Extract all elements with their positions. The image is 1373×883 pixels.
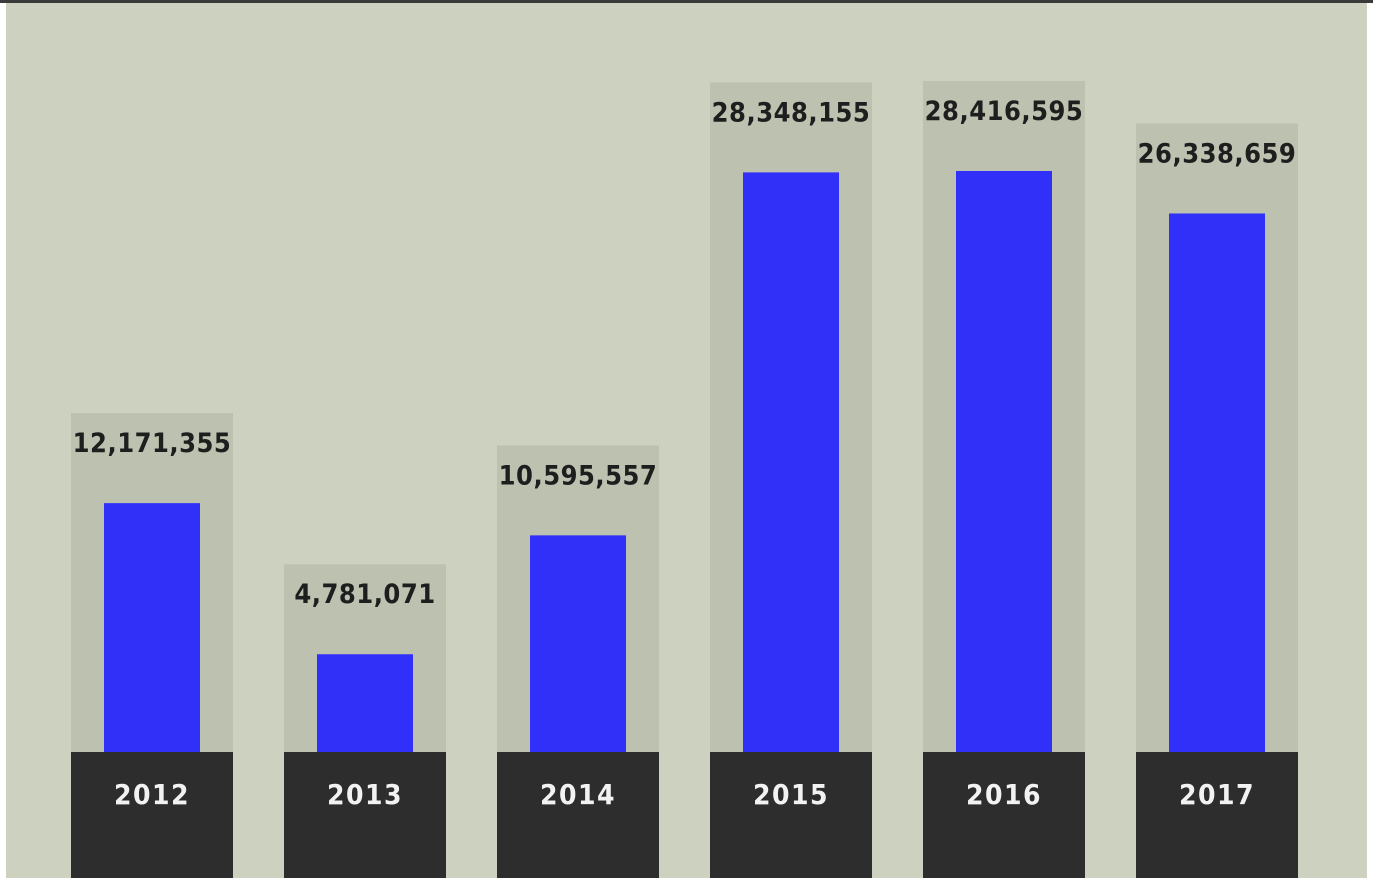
data-label: 4,781,071	[294, 579, 435, 610]
chart-top-border	[0, 0, 1373, 3]
x-tick-label: 2015	[753, 778, 829, 811]
bar	[1169, 213, 1265, 753]
year-block	[497, 752, 659, 878]
bar	[743, 172, 839, 753]
x-tick-label: 2014	[540, 778, 616, 811]
frame-right-edge	[1367, 0, 1373, 878]
frame-left-edge	[0, 0, 6, 878]
data-label: 12,171,355	[73, 428, 232, 459]
year-block	[71, 752, 233, 878]
x-tick-label: 2012	[114, 778, 190, 811]
data-label: 10,595,557	[499, 460, 658, 491]
bar	[530, 535, 626, 752]
x-tick-label: 2017	[1179, 778, 1255, 811]
bar	[317, 654, 413, 752]
year-block	[284, 752, 446, 878]
x-tick-label: 2013	[327, 778, 403, 811]
x-tick-label: 2016	[966, 778, 1042, 811]
bar	[956, 171, 1052, 752]
year-block	[1136, 752, 1298, 878]
year-block	[710, 752, 872, 878]
year-block	[923, 752, 1085, 878]
data-label: 26,338,659	[1138, 138, 1297, 169]
data-label: 28,416,595	[925, 96, 1084, 127]
data-label: 28,348,155	[712, 97, 871, 128]
bars-layer: 12,171,355 2012 4,781,071 2013 10,595,557 201…	[71, 81, 1298, 878]
bar	[104, 503, 200, 752]
